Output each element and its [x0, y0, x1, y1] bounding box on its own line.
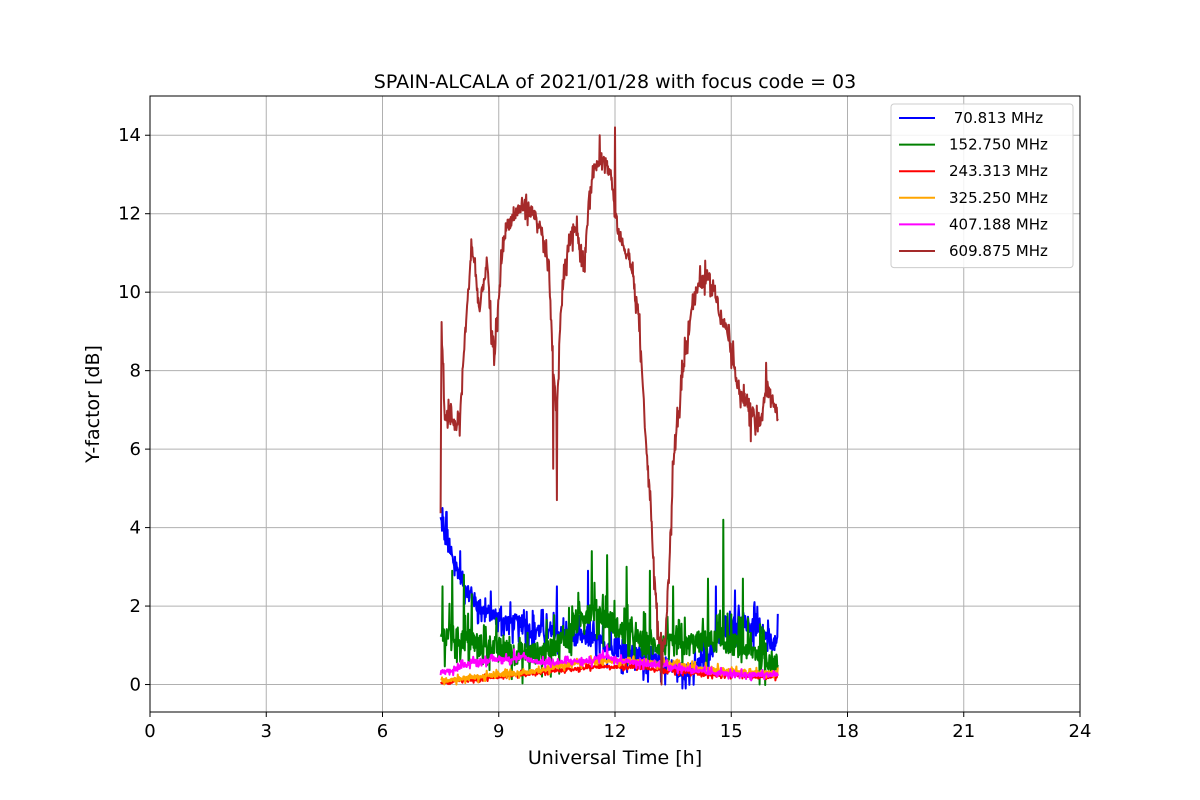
legend-label: 152.750 MHz — [949, 136, 1048, 154]
legend-label: 609.875 MHz — [949, 242, 1048, 260]
x-axis: 0 3 6 9 12 15 18 21 24 — [144, 712, 1091, 742]
series-line — [439, 518, 779, 686]
y-tick-label: 6 — [130, 439, 141, 460]
legend-label: 325.250 MHz — [949, 189, 1048, 207]
y-tick-label: 14 — [118, 125, 141, 146]
x-tick-label: 0 — [144, 721, 155, 742]
y-tick-label: 0 — [130, 675, 141, 696]
plot-series — [439, 126, 779, 690]
series-line — [439, 644, 779, 682]
x-tick-label: 3 — [261, 721, 272, 742]
y-tick-label: 10 — [118, 282, 141, 303]
legend-label: 70.813 MHz — [949, 109, 1043, 127]
x-tick-label: 18 — [836, 721, 859, 742]
y-tick-label: 12 — [118, 204, 141, 225]
x-tick-label: 21 — [952, 721, 975, 742]
y-tick-label: 2 — [130, 596, 141, 617]
legend: 70.813 MHz 152.750 MHz 243.313 MHz 325.250 … — [890, 103, 1074, 269]
series-line — [439, 126, 779, 686]
series-line — [440, 662, 779, 686]
y-axis: 0 2 4 6 8 10 12 14 — [118, 125, 150, 696]
legend-label: 243.313 MHz — [949, 162, 1048, 180]
x-tick-label: 15 — [720, 721, 743, 742]
x-tick-label: 6 — [377, 721, 388, 742]
legend-label: 407.188 MHz — [949, 215, 1048, 233]
y-axis-label: Y-factor [dB] — [82, 345, 104, 464]
y-tick-label: 4 — [130, 518, 141, 539]
x-axis-label: Universal Time [h] — [528, 747, 702, 769]
legend-box — [890, 103, 1074, 269]
chart-title: SPAIN-ALCALA of 2021/01/28 with focus co… — [374, 71, 856, 93]
x-tick-label: 24 — [1069, 721, 1092, 742]
x-tick-label: 12 — [604, 721, 627, 742]
x-tick-label: 9 — [493, 721, 504, 742]
series-line — [440, 655, 779, 686]
y-tick-label: 8 — [130, 361, 141, 382]
